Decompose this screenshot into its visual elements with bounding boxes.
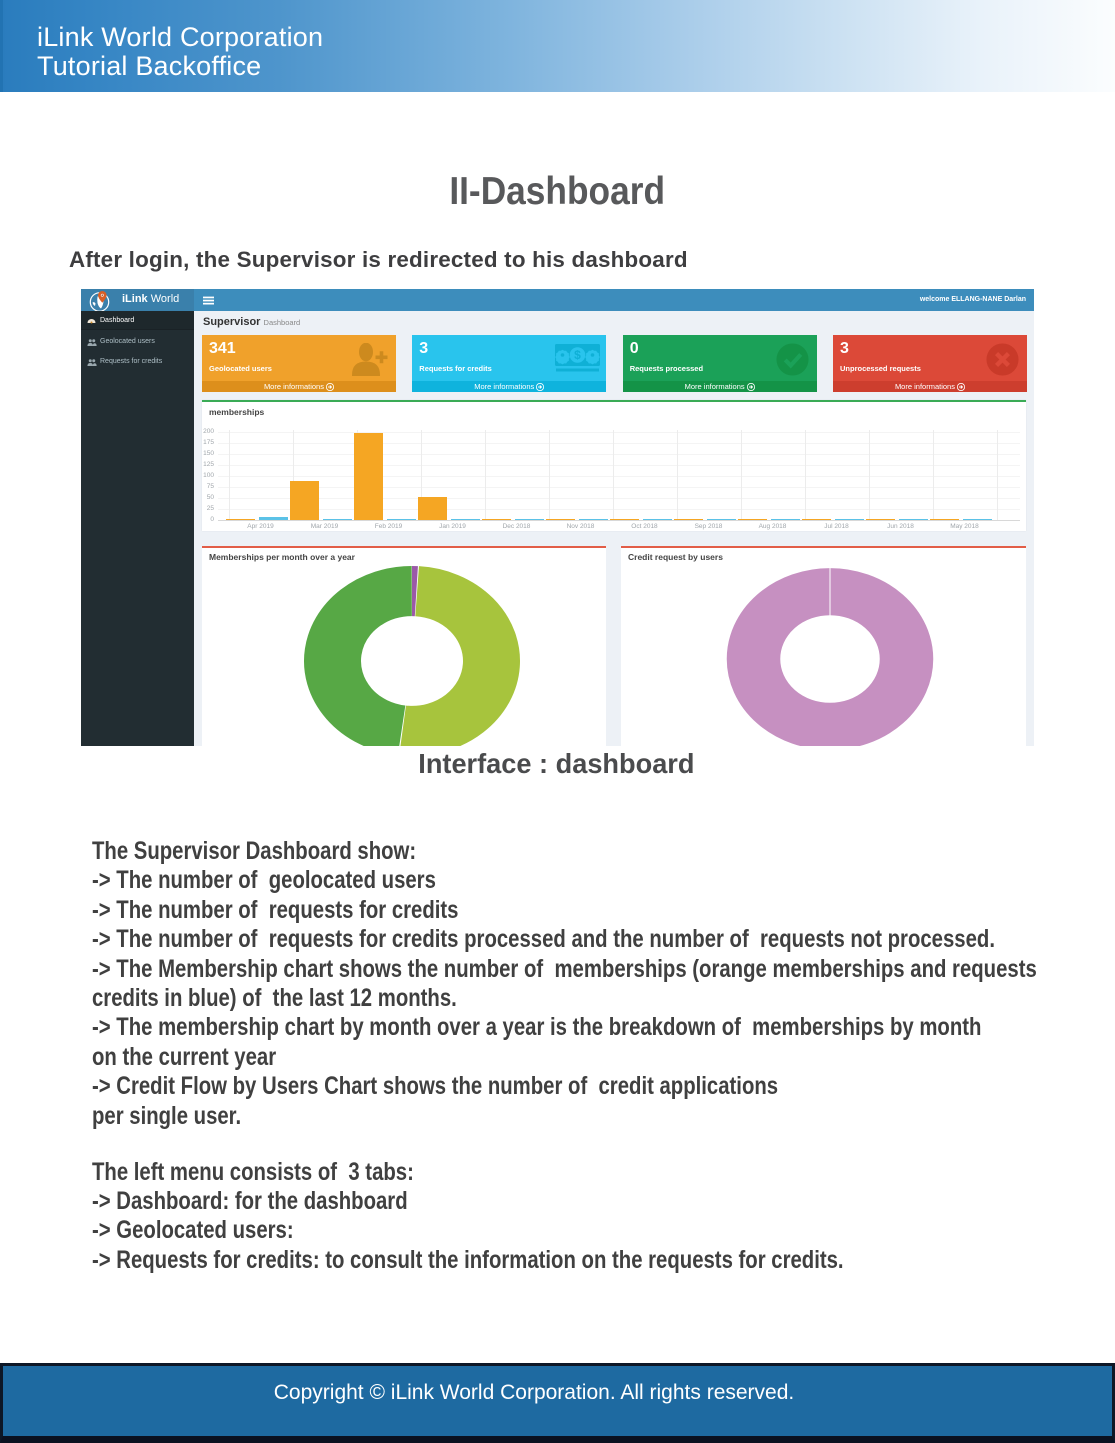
svg-text:$: $ — [574, 348, 581, 362]
